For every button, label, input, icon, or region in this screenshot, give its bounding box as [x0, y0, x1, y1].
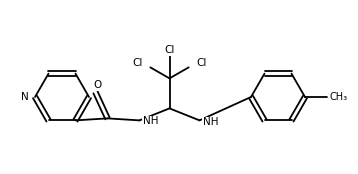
- Text: O: O: [93, 80, 102, 90]
- Text: CH₃: CH₃: [329, 92, 347, 102]
- Text: N: N: [21, 92, 29, 102]
- Text: NH: NH: [142, 116, 158, 126]
- Text: Cl: Cl: [132, 58, 142, 68]
- Text: Cl: Cl: [197, 58, 207, 68]
- Text: Cl: Cl: [164, 45, 175, 55]
- Text: NH: NH: [203, 117, 218, 127]
